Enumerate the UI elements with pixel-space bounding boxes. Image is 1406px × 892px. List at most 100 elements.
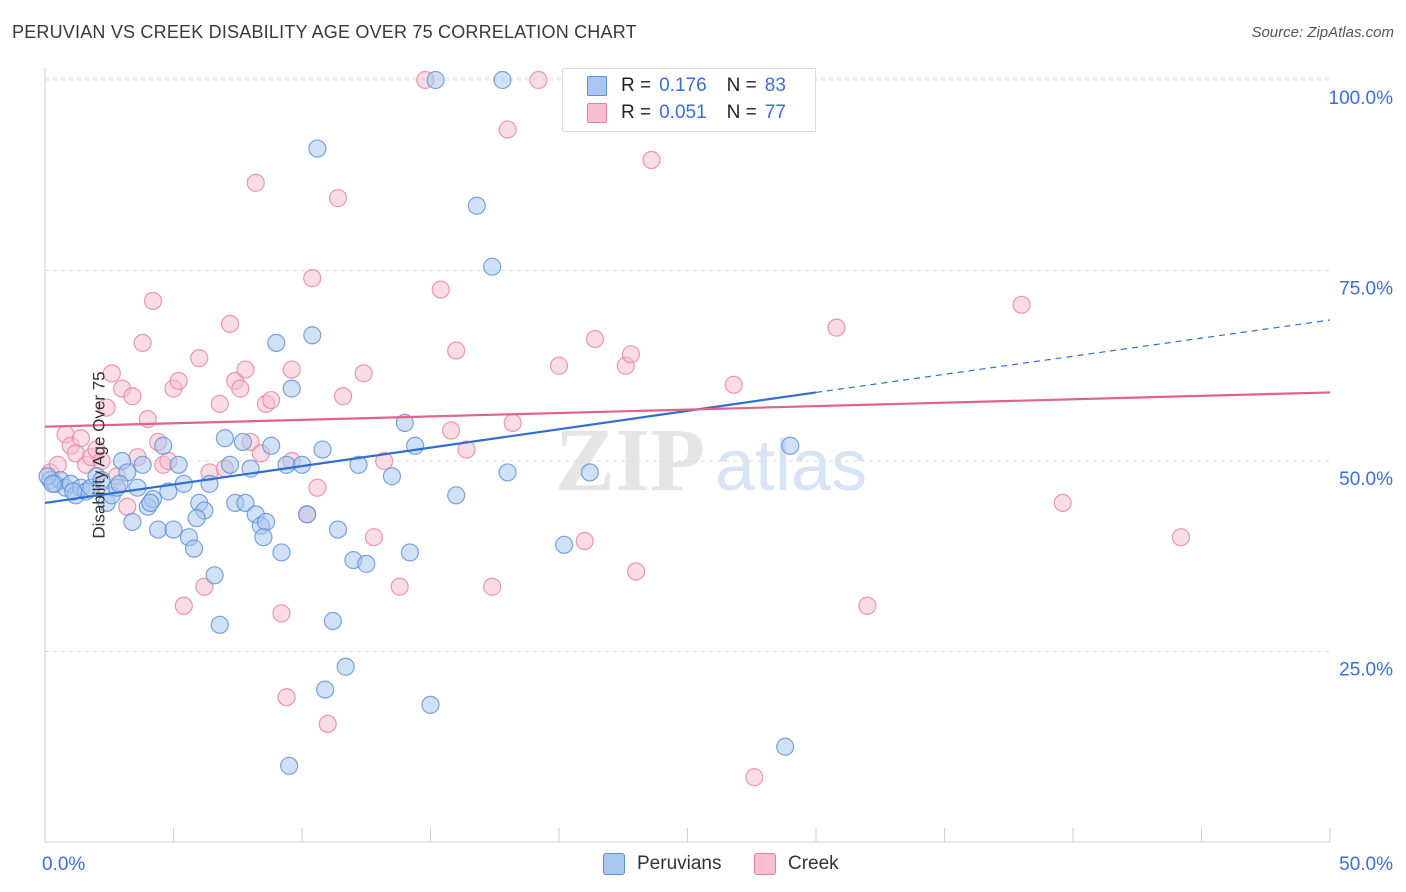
creek-point <box>303 269 322 288</box>
y-tick-label: 50.0% <box>1339 469 1393 490</box>
peruvians-legend-swatch <box>603 853 625 875</box>
peruvians-point <box>328 520 348 539</box>
peruvians-point <box>313 440 332 459</box>
creek-point <box>585 329 605 349</box>
creek-point <box>642 150 661 170</box>
creek-point <box>1171 528 1191 547</box>
creek-point <box>174 596 193 615</box>
creek-point <box>97 398 116 417</box>
creek-point <box>549 356 569 375</box>
y-tick-label: 25.0% <box>1339 660 1393 681</box>
peruvians-point <box>277 455 296 474</box>
legend-r-label: R = <box>621 102 652 123</box>
creek-point <box>328 189 348 208</box>
peruvians-point <box>262 436 281 455</box>
stats-legend: R = 0.176 N = 83 R = 0.051 N = 77 <box>562 68 816 132</box>
creek-point <box>308 478 327 497</box>
creek-point <box>71 429 91 448</box>
peruvians-point <box>169 455 188 474</box>
peruvians-point <box>110 474 129 493</box>
creek-point <box>231 379 250 398</box>
legend-row-creek: R = 0.051 N = 77 <box>587 101 786 125</box>
peruvians-point <box>303 326 322 345</box>
peruvians-point <box>483 257 502 276</box>
creek-point <box>354 364 373 383</box>
creek-point <box>1012 295 1031 314</box>
peruvians-point <box>308 139 327 158</box>
creek-point <box>220 314 240 333</box>
peruvians-point <box>323 611 342 631</box>
peruvians-point <box>141 493 160 513</box>
creek-point <box>102 364 121 383</box>
peruvians-point <box>220 455 240 474</box>
creek-point <box>318 714 337 733</box>
peruvians-point <box>336 657 355 676</box>
creek-point <box>364 528 384 547</box>
peruvians-point <box>400 543 420 562</box>
creek-point <box>143 291 163 311</box>
creek-point <box>246 173 265 192</box>
peruvians-point <box>133 455 152 474</box>
peruvians-point <box>154 436 173 455</box>
creek-point <box>745 768 764 787</box>
peruvians-point <box>43 474 62 493</box>
legend-n-value: 77 <box>764 102 786 123</box>
chart-title: PERUVIAN VS CREEK DISABILITY AGE OVER 75… <box>12 22 637 42</box>
bottom-legend-creek: Creek <box>754 852 839 876</box>
peruvians-point <box>280 756 299 775</box>
legend-n-value: 83 <box>764 75 786 96</box>
peruvians-point <box>210 615 229 634</box>
creek-point <box>1053 493 1072 513</box>
peruvians-point <box>184 539 204 558</box>
creek-point <box>575 531 594 551</box>
peruvians-point <box>282 379 301 398</box>
bottom-legend-peruvians: Peruvians <box>603 852 722 876</box>
peruvians-point <box>781 436 800 455</box>
peruvians-point <box>123 512 142 532</box>
creek-point <box>334 387 353 406</box>
peruvians-point <box>421 695 440 714</box>
peruvians-point <box>426 70 445 90</box>
creek-point <box>236 360 255 379</box>
peruvians-point <box>254 528 273 547</box>
creek-point <box>724 375 743 394</box>
creek-point <box>169 371 188 391</box>
creek-point <box>498 120 517 139</box>
peruvians-point <box>467 196 486 215</box>
source-label: Source: ZipAtlas.com <box>1251 24 1394 41</box>
x-tick-label: 0.0% <box>42 854 85 875</box>
peruvians-point <box>164 520 183 539</box>
y-axis-label: Disability Age Over 75 <box>89 371 109 539</box>
peruvians-point <box>382 467 402 486</box>
creek-point <box>626 562 646 581</box>
creek-point <box>277 688 296 707</box>
peruvians-point <box>316 680 335 699</box>
peruvians-point <box>395 413 414 432</box>
legend-n-label: N = <box>726 75 757 96</box>
peruvians-point <box>187 509 206 528</box>
peruvians-point <box>205 566 224 585</box>
peruvians-point <box>148 520 168 539</box>
creek-point <box>210 394 229 413</box>
creek-point <box>858 596 877 615</box>
creek-point <box>190 349 209 368</box>
peruvians-trendline-extension <box>815 319 1331 394</box>
creek-point <box>503 413 522 432</box>
legend-r-value: 0.051 <box>659 102 707 123</box>
peruvians-legend-label: Peruvians <box>637 853 722 874</box>
peruvians-point <box>555 535 574 554</box>
peruvians-point <box>128 478 147 497</box>
peruvians-point <box>256 512 276 532</box>
peruvians-point <box>92 470 111 490</box>
peruvians-point <box>298 505 317 524</box>
creek-point <box>390 577 409 596</box>
peruvians-point <box>215 429 234 448</box>
y-tick-label: 100.0% <box>1329 88 1394 109</box>
peruvians-trendline <box>44 391 817 504</box>
creek-point <box>447 341 466 360</box>
creek-point <box>118 497 137 516</box>
creek-point <box>457 440 476 459</box>
peruvians-point <box>159 482 178 501</box>
creek-point <box>282 360 301 379</box>
creek-point <box>529 70 548 90</box>
